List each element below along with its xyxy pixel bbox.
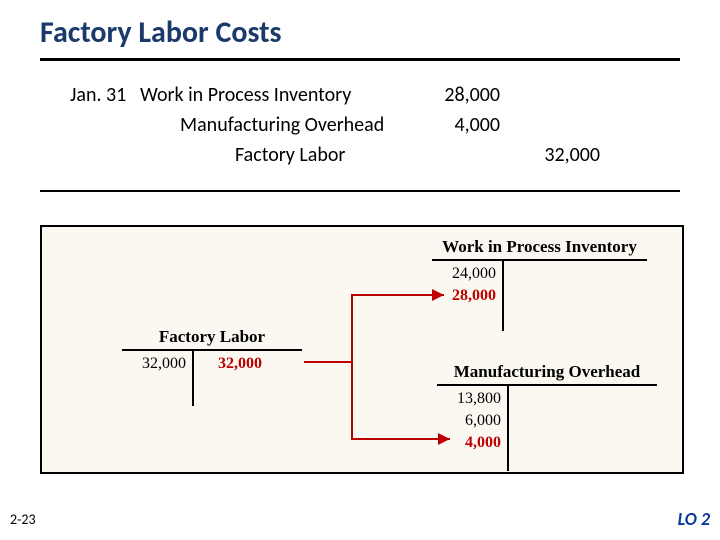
journal-entry: Jan. 31 Work in Process Inventory 28,000… (70, 80, 630, 170)
t-account-title: Work in Process Inventory (432, 237, 647, 261)
t-account-mo: Manufacturing Overhead 13,800 6,000 4,00… (437, 362, 657, 471)
t-account-debit: 13,800 (439, 388, 501, 410)
journal-debit: 4,000 (430, 110, 500, 140)
journal-debit: 28,000 (430, 80, 500, 110)
journal-credit: 32,000 (530, 140, 600, 170)
journal-account: Manufacturing Overhead (140, 110, 430, 140)
slide-title: Factory Labor Costs (40, 14, 282, 51)
t-account-debit: 28,000 (434, 285, 496, 307)
t-account-debit: 4,000 (439, 432, 501, 454)
title-underline (40, 58, 680, 61)
page-number: 2-23 (10, 511, 36, 528)
t-account-debit: 24,000 (434, 263, 496, 285)
learning-objective: LO 2 (678, 508, 710, 530)
t-account-fl: Factory Labor 32,000 32,000 (122, 327, 302, 406)
t-account-title: Factory Labor (122, 327, 302, 351)
journal-account: Factory Labor (140, 140, 430, 170)
t-account-title: Manufacturing Overhead (437, 362, 657, 386)
journal-underline (40, 190, 680, 192)
journal-date: Jan. 31 (70, 80, 140, 110)
t-account-credit: 32,000 (200, 353, 262, 375)
t-account-debit: 32,000 (124, 353, 186, 375)
t-account-diagram: Work in Process Inventory 24,000 28,000 … (40, 225, 684, 474)
journal-account: Work in Process Inventory (140, 80, 430, 110)
t-account-wip: Work in Process Inventory 24,000 28,000 (432, 237, 647, 331)
t-account-debit: 6,000 (439, 410, 501, 432)
